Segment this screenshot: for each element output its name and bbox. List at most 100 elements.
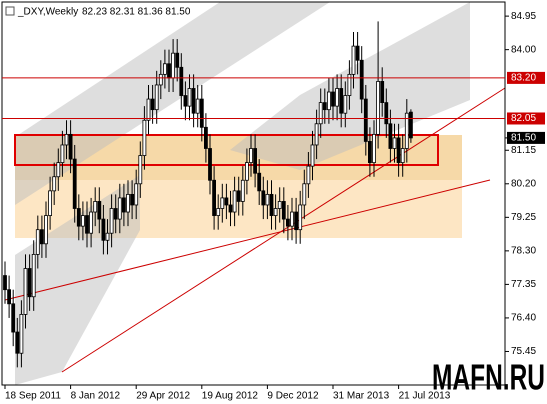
candle-body — [236, 190, 241, 202]
candle-body — [44, 215, 48, 245]
y-tick-label: 77.35 — [511, 279, 536, 290]
candle-body — [72, 158, 77, 209]
candle-body — [310, 144, 315, 167]
candle-body — [277, 201, 282, 209]
candle-body — [273, 208, 278, 216]
candle-body — [191, 88, 196, 114]
candle-body — [35, 229, 40, 255]
candle-body — [244, 162, 249, 181]
candle-body — [40, 229, 44, 245]
zone-rectangle — [14, 134, 439, 166]
y-tick-label: 80.20 — [511, 178, 536, 189]
candle-body — [216, 208, 221, 216]
candle-body — [384, 102, 389, 125]
y-tick-label: 78.30 — [511, 246, 536, 257]
candle-body — [31, 253, 36, 298]
candle-body — [109, 208, 114, 234]
candle-body — [290, 211, 294, 227]
watermark: MAFN.RU — [432, 357, 545, 398]
y-tick-label: 79.25 — [511, 212, 536, 223]
candle-body — [195, 98, 200, 114]
price-label-box — [507, 131, 545, 144]
x-tick-label: 8 Jan 2012 — [71, 391, 121, 402]
x-tick-label: 21 Jul 2013 — [399, 391, 451, 402]
candle-body — [224, 197, 229, 206]
x-tick-label: 18 Sep 2011 — [5, 391, 61, 402]
candle-body — [281, 201, 286, 220]
candle-body — [3, 275, 7, 291]
candle-body — [113, 208, 118, 220]
candle-body — [158, 73, 163, 86]
candle-body — [396, 137, 401, 164]
candle-body — [76, 208, 81, 227]
candle-body — [408, 111, 413, 139]
candle-body — [48, 190, 52, 216]
price-label-box — [507, 112, 545, 125]
candle-body — [388, 123, 393, 149]
candle-body — [167, 63, 171, 79]
candle-body — [359, 59, 364, 100]
candle-body — [220, 197, 225, 209]
y-tick-label: 84.95 — [511, 11, 536, 22]
candle-body — [101, 218, 106, 241]
candle-body — [380, 81, 385, 104]
candle-body — [335, 88, 340, 107]
plot-frame — [1, 1, 506, 386]
candle-body — [138, 155, 143, 185]
candle-body — [249, 148, 253, 164]
candle-body — [175, 52, 180, 68]
candle-body — [208, 148, 212, 181]
candle-body — [19, 314, 24, 354]
candle-body — [130, 193, 135, 206]
candle-body — [56, 162, 61, 178]
candle-body — [367, 141, 372, 164]
candle-body — [265, 193, 270, 206]
candle-body — [376, 81, 381, 135]
candle-body — [363, 98, 368, 142]
candle-body — [23, 268, 28, 315]
candle-body — [228, 204, 233, 213]
candle-body — [318, 102, 323, 125]
price-label: 83.20 — [511, 73, 536, 84]
candle-body — [351, 45, 356, 75]
candle-body — [142, 119, 147, 156]
channel-band — [15, 175, 140, 385]
candle-body — [326, 91, 331, 111]
candle-body — [60, 144, 65, 164]
candle-body — [355, 45, 360, 61]
candle-body — [232, 190, 237, 213]
candle-body — [81, 215, 85, 227]
candle-body — [302, 183, 307, 206]
candle-body — [347, 73, 352, 96]
candle-body — [294, 211, 299, 231]
candle-body — [404, 112, 409, 149]
candle-body — [400, 148, 405, 164]
candle-body — [343, 95, 348, 114]
candle-body — [179, 66, 184, 96]
x-tick-label: 31 Mar 2013 — [333, 391, 390, 402]
candle-body — [392, 137, 397, 149]
candle-body — [150, 98, 155, 111]
candle-body — [171, 52, 176, 79]
marks — [3, 21, 413, 368]
candle-body — [105, 232, 110, 241]
y-tick-label: 76.40 — [511, 313, 536, 324]
y-tick-label: 84.00 — [511, 44, 536, 55]
candle-body — [27, 268, 32, 298]
candle-body — [331, 91, 335, 107]
chart-icon — [5, 6, 15, 16]
candle-body — [253, 148, 258, 174]
candle-body — [306, 165, 311, 185]
candle-body — [126, 193, 130, 213]
candle-body — [11, 303, 16, 333]
price-label: 82.05 — [511, 113, 536, 124]
candle-body — [85, 215, 89, 234]
candle-body — [7, 289, 11, 305]
candle-body — [93, 201, 98, 213]
candle-body — [261, 190, 266, 206]
candle-body — [187, 88, 192, 107]
candle-body — [199, 98, 204, 128]
candle-body — [314, 123, 319, 146]
candle-body — [89, 211, 93, 234]
